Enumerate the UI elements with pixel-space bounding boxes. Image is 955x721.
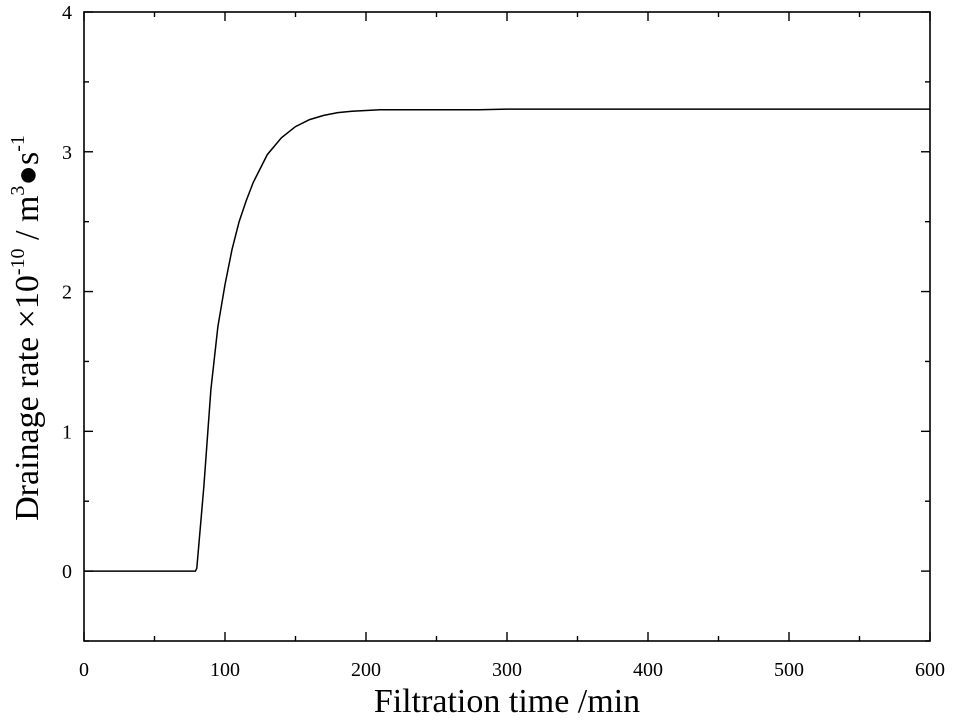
y-tick-label: 2 — [62, 282, 72, 304]
y-tick-label: 1 — [62, 421, 72, 443]
y-tick-label: 3 — [62, 142, 72, 164]
y-axis-title-unit-exponent: 3 — [7, 186, 29, 196]
x-tick-label: 100 — [210, 659, 240, 681]
x-axis-title: Filtration time /min — [374, 683, 640, 720]
y-axis-title-exponent: -10 — [7, 248, 29, 275]
plot-frame — [83, 11, 931, 642]
y-axis-title: Drainage rate ×10-10 / m3●s-1 — [7, 135, 46, 521]
x-tick-label: 200 — [351, 659, 381, 681]
y-tick-label: 0 — [62, 561, 72, 583]
x-tick-label: 500 — [774, 659, 804, 681]
x-tick-label: 300 — [492, 659, 522, 681]
drainage-rate-series-line — [84, 108, 930, 572]
y-axis-title-unit-second-exponent: -1 — [7, 135, 29, 152]
y-axis-title-main: Drainage rate ×10 — [9, 275, 46, 521]
x-tick-label: 0 — [79, 659, 89, 681]
y-axis-title-unit: / m — [9, 196, 46, 249]
x-tick-label: 600 — [915, 659, 945, 681]
axis-tick-labels: 0 100 200 300 400 500 600 0 1 2 3 4 — [62, 2, 945, 681]
x-tick-label: 400 — [633, 659, 663, 681]
y-axis-title-unit-second: ●s — [9, 152, 46, 186]
y-tick-label: 4 — [62, 2, 72, 24]
axis-ticks — [83, 11, 931, 642]
